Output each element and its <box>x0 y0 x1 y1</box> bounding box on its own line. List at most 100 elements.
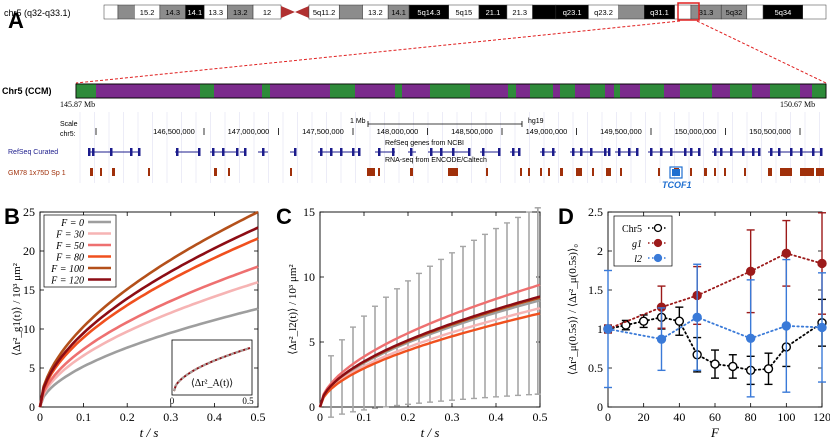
refseq-exon <box>392 148 395 156</box>
legend-label: F = 30 <box>55 230 84 241</box>
refseq-exon <box>358 148 361 156</box>
band-label: 21.3 <box>512 8 527 17</box>
rnaseq-peak <box>690 168 692 176</box>
ideogram-band <box>117 4 135 20</box>
data-point <box>710 359 720 369</box>
legend-marker <box>653 253 663 263</box>
series-line <box>38 210 259 408</box>
refseq-exon <box>130 148 133 156</box>
rnaseq-label: GM78 1x75D Sp 1 <box>8 170 66 177</box>
y-tick-label: 1 <box>597 322 603 336</box>
ccm-start: 145.87 Mb <box>60 100 95 109</box>
refseq-exon <box>440 148 443 156</box>
refseq-exon <box>176 148 179 156</box>
x-tick-label: 20 <box>638 410 650 424</box>
rnaseq-peak <box>367 168 375 176</box>
position-label: 149,000,000 <box>526 127 568 136</box>
legend-marker <box>653 238 663 248</box>
inset-frame <box>171 339 253 396</box>
series-line <box>38 265 259 408</box>
band-label: 5q32 <box>726 8 743 17</box>
refseq-exon <box>330 148 333 156</box>
data-point <box>638 316 649 326</box>
rnaseq-peak <box>540 168 542 176</box>
refseq-exon <box>690 148 693 156</box>
band-label: 14.1 <box>188 8 203 17</box>
rnaseq-peak <box>214 168 217 176</box>
x-tick-label: 100 <box>777 410 795 424</box>
band-label: 5q15 <box>455 8 472 17</box>
refseq-exon <box>244 148 247 156</box>
legend-label: l2 <box>634 254 642 265</box>
legend-marker <box>653 223 663 233</box>
series-line <box>38 226 259 408</box>
inset-tick: 0 <box>170 396 175 406</box>
ideogram-band <box>746 4 764 20</box>
ideogram-band <box>674 4 692 20</box>
y-tick-label: 10 <box>303 270 315 284</box>
y-axis-label: ⟨Δr²_l2(t)⟩ / 10³ μm² <box>287 264 299 355</box>
series-line <box>318 283 541 408</box>
refseq-exon <box>800 148 803 156</box>
data-point <box>674 316 685 326</box>
refseq-exon <box>790 148 793 156</box>
refseq-exon <box>482 148 485 156</box>
rnaseq-peak <box>816 168 824 176</box>
x-axis-label: F <box>710 425 720 440</box>
refseq-exon <box>320 148 323 156</box>
x-tick-label: 40 <box>673 410 685 424</box>
refseq-exon <box>198 148 201 156</box>
panel-d-chart: 0 20 40 60 80 100 120 0 0.5 1 1.5 2 2.5 F ⟨Δr²_μ(0.5s)… <box>567 205 830 440</box>
x-tick-label: 0.2 <box>401 410 416 424</box>
data-point <box>781 321 792 331</box>
rnaseq-peak <box>528 168 530 176</box>
rnaseq-title: RNA-seq from ENCODE/Caltech <box>385 157 487 164</box>
rnaseq-peak <box>780 168 792 176</box>
scale-value: 1 Mb <box>350 118 366 125</box>
zoom-line-right <box>696 20 827 84</box>
ccm-frame <box>75 83 827 99</box>
refseq-title: RefSeq genes from NCBI <box>385 140 464 147</box>
y-axis-label: ⟨Δr²_g1(t)⟩ / 10³ μm² <box>11 262 23 356</box>
chromosome-ideogram: 15.2 14.3 14.1 13.3 13.2 12 5q11.2 13.2 14.1 5q14… <box>103 4 827 20</box>
rnaseq-peak <box>620 168 622 176</box>
band-label: q31.1 <box>650 8 669 17</box>
x-tick-label: 0.1 <box>76 410 91 424</box>
band-label: 12 <box>263 8 271 17</box>
series-line <box>38 237 259 408</box>
y-tick-label: 5 <box>29 361 35 375</box>
y-tick-label: 20 <box>23 244 35 258</box>
band-label: 21.1 <box>486 8 501 17</box>
refseq-exon <box>730 148 733 156</box>
series-dotted-line <box>607 252 823 330</box>
refseq-exon <box>608 148 611 156</box>
inset-line <box>173 347 251 392</box>
data-point <box>781 248 792 259</box>
band-label: 14.1 <box>391 8 406 17</box>
refseq-exon <box>660 148 663 156</box>
legend-box <box>43 214 117 288</box>
ideogram-band <box>338 4 363 20</box>
panel-label-c: C <box>276 204 292 229</box>
panel-c-chart: 0 0.1 0.2 0.3 0.4 0.5 0 5 10 15 t / s ⟨Δr²_l2(t)⟩ /… <box>287 205 548 440</box>
position-label: 147,500,000 <box>302 127 344 136</box>
rnaseq-peak <box>112 168 115 176</box>
ccm-segment <box>614 84 620 98</box>
position-label: 148,000,000 <box>377 127 419 136</box>
data-point <box>745 333 756 344</box>
ideogram-zoom-box <box>677 2 700 21</box>
x-axis-label: t / s <box>421 425 440 440</box>
legend-label: F = 0 <box>60 218 84 229</box>
data-point <box>745 266 756 276</box>
inset-tick: 0.5 <box>242 396 254 406</box>
band-label: 13.2 <box>233 8 248 17</box>
y-tick-label: 0.5 <box>588 361 603 375</box>
rnaseq-peak <box>455 168 457 176</box>
inset: ⟨Δr²_A(t)⟩ 0 0.5 <box>170 339 254 406</box>
assembly-label: hg19 <box>528 118 544 125</box>
refseq-exon <box>812 148 815 156</box>
series-dotted-line <box>607 316 823 341</box>
band-label: q23.2 <box>594 8 613 17</box>
refseq-exon <box>742 148 745 156</box>
refseq-exon <box>512 148 515 156</box>
